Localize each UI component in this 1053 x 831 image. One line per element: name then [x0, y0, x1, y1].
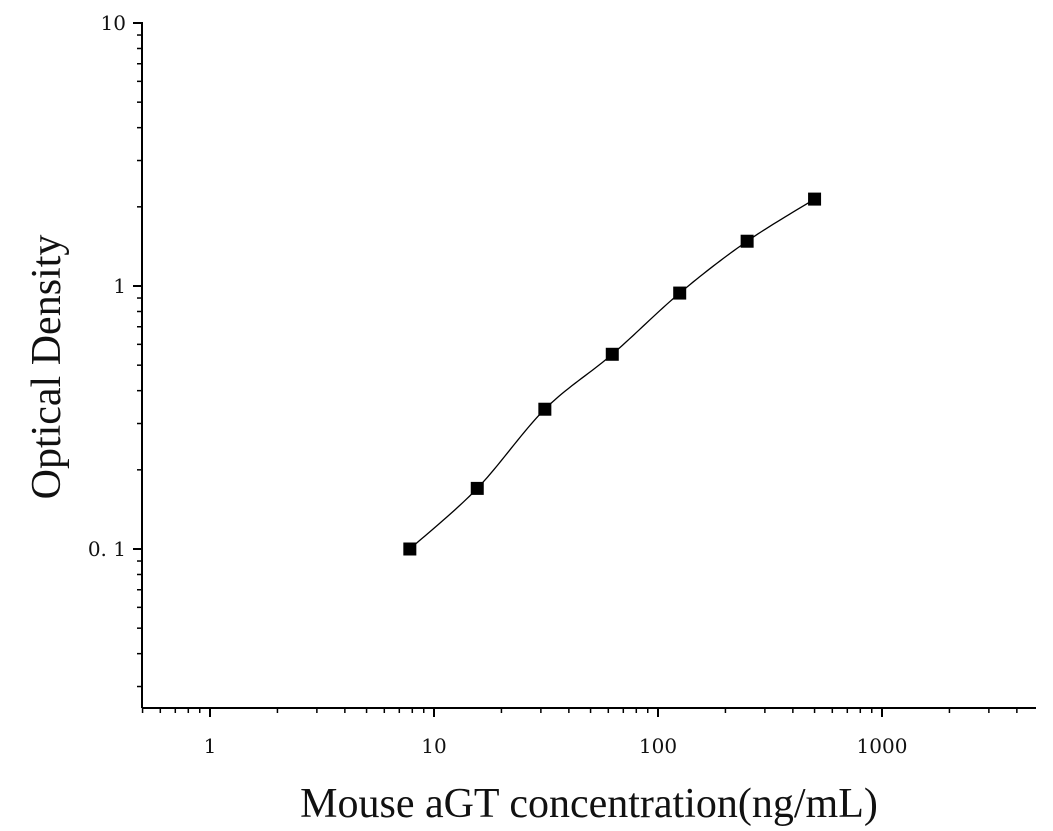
- x-tick-label: 1000: [857, 734, 908, 758]
- fit-curve-group: [409, 198, 815, 550]
- data-point-marker: [740, 234, 754, 248]
- data-point-marker: [403, 542, 417, 556]
- tick-labels: 1 10 100 1000 0. 1 1 10: [88, 11, 908, 758]
- data-point-marker: [605, 347, 619, 361]
- data-points: [403, 192, 822, 556]
- x-tick-label: 1: [204, 734, 217, 758]
- x-axis-title: Mouse aGT concentration(ng/mL): [300, 781, 878, 827]
- data-point-marker: [808, 192, 822, 206]
- y-tick-label: 10: [101, 11, 126, 35]
- y-tick-label: 0. 1: [88, 537, 126, 561]
- axes: [133, 22, 1036, 717]
- data-point-marker: [470, 481, 484, 495]
- data-point-marker: [673, 286, 687, 300]
- x-tick-label: 10: [421, 734, 446, 758]
- data-point-marker: [538, 402, 552, 416]
- fit-curve: [409, 198, 815, 550]
- x-tick-label: 100: [639, 734, 677, 758]
- y-tick-label: 1: [113, 274, 126, 298]
- y-axis-title: Optical Density: [24, 235, 70, 500]
